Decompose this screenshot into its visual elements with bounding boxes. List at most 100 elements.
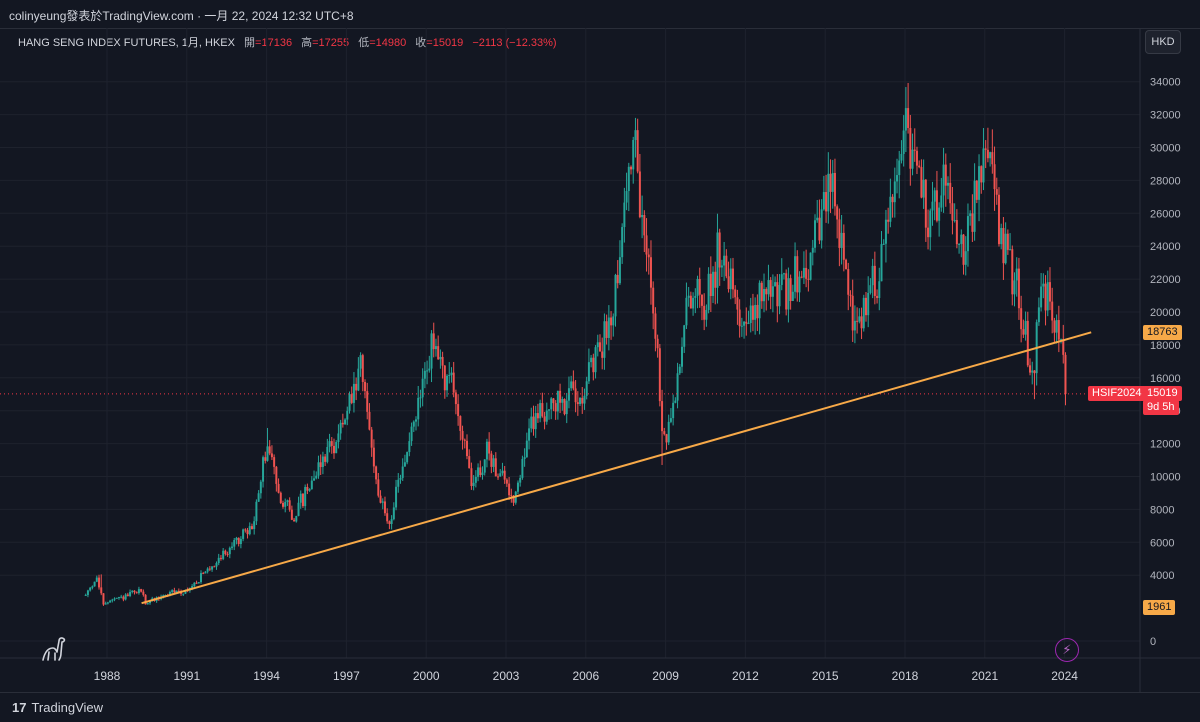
- candle-body: [259, 481, 262, 494]
- candle-body: [273, 457, 276, 467]
- candle-body: [949, 182, 952, 204]
- candle-body: [820, 209, 823, 241]
- currency-button[interactable]: HKD: [1145, 30, 1181, 54]
- candle-body: [716, 232, 719, 288]
- price-tick-label: 26000: [1150, 208, 1181, 220]
- candle-body: [685, 297, 688, 326]
- candle: [257, 490, 260, 502]
- candle-body: [357, 368, 360, 391]
- candle-body: [304, 486, 307, 507]
- candle-body: [829, 173, 832, 192]
- candle: [958, 243, 961, 254]
- candle-body: [891, 196, 894, 203]
- candle-body: [390, 519, 393, 524]
- candle-body: [1000, 227, 1003, 245]
- candle-body: [971, 213, 974, 232]
- candle: [603, 313, 606, 370]
- candle: [876, 289, 879, 304]
- candle-body: [774, 282, 777, 287]
- candle: [457, 394, 460, 426]
- candle-body: [964, 251, 967, 265]
- candle-body: [958, 243, 961, 245]
- symbol-name[interactable]: HANG SENG INDEX FUTURES, 1月, HKEX: [18, 37, 235, 49]
- candle-body: [634, 130, 637, 141]
- candle-body: [337, 433, 340, 443]
- candle: [304, 484, 307, 511]
- candle: [217, 553, 220, 566]
- candle: [962, 234, 965, 275]
- candle: [831, 159, 834, 209]
- tradingview-brand[interactable]: 17 TradingView: [12, 700, 103, 715]
- symbol-price-tag: HSIF2024: [1088, 386, 1146, 401]
- candle: [836, 204, 839, 239]
- candle: [596, 334, 599, 357]
- candle-body: [882, 243, 885, 245]
- price-chart[interactable]: 0400060008000100001200014000160001800020…: [0, 28, 1200, 692]
- candle-body: [324, 456, 327, 462]
- candle-body: [929, 210, 932, 238]
- candle: [1033, 370, 1036, 400]
- candle: [780, 258, 783, 291]
- price-tick-label: 12000: [1150, 439, 1181, 451]
- candle: [519, 474, 522, 487]
- candle: [505, 478, 508, 487]
- candle-body: [106, 602, 109, 604]
- candle-body: [794, 256, 797, 292]
- candle: [437, 335, 440, 360]
- lightning-icon[interactable]: ⚡: [1055, 638, 1079, 662]
- candle-body: [217, 557, 220, 564]
- candle-body: [84, 594, 87, 596]
- candle-body: [583, 395, 586, 404]
- candle: [727, 261, 730, 293]
- candle: [199, 570, 202, 584]
- candle: [246, 527, 249, 539]
- candle-body: [765, 289, 768, 295]
- candle: [395, 479, 398, 511]
- candle: [989, 151, 992, 167]
- candle: [913, 128, 916, 162]
- candle: [434, 338, 437, 357]
- candle: [698, 267, 701, 308]
- time-tick-label: 2003: [493, 669, 520, 683]
- candle-body: [652, 287, 655, 314]
- candle: [935, 170, 938, 223]
- candle-body: [745, 321, 748, 324]
- candle: [747, 310, 750, 325]
- candle: [1048, 267, 1051, 311]
- candle-body: [696, 278, 699, 296]
- candle: [219, 555, 222, 561]
- candle-body: [490, 453, 493, 467]
- candle: [224, 549, 227, 556]
- candle: [406, 451, 409, 465]
- candle: [630, 165, 633, 175]
- candle-body: [348, 394, 351, 411]
- candle-body: [171, 590, 174, 593]
- time-tick-label: 2012: [732, 669, 759, 683]
- candle: [516, 480, 519, 495]
- candle-body: [782, 273, 785, 275]
- candle-body: [319, 462, 322, 468]
- candle-body: [825, 192, 828, 212]
- candle-body: [386, 513, 389, 522]
- candle: [736, 289, 739, 325]
- candle: [581, 387, 584, 414]
- candle-body: [184, 590, 187, 594]
- candle: [397, 473, 400, 493]
- candle: [499, 468, 502, 477]
- candle-body: [1020, 308, 1023, 330]
- candle: [275, 465, 278, 492]
- candle: [652, 281, 655, 330]
- candle: [689, 291, 692, 309]
- candle-body: [501, 470, 504, 474]
- candle: [816, 199, 819, 223]
- candle: [548, 409, 551, 420]
- candle-body: [709, 273, 712, 296]
- candle: [838, 208, 841, 267]
- dino-icon[interactable]: [40, 633, 70, 663]
- candle-body: [714, 271, 717, 288]
- candle-body: [284, 501, 287, 507]
- candle-body: [306, 486, 309, 491]
- candle-body: [763, 289, 766, 302]
- candle-body: [510, 495, 513, 497]
- candle-body: [669, 418, 672, 422]
